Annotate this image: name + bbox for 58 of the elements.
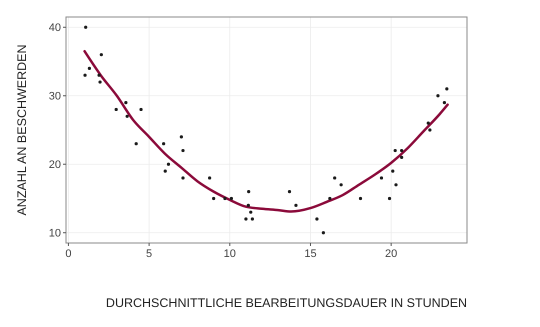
point bbox=[380, 176, 384, 180]
line-series bbox=[83, 50, 449, 213]
point bbox=[400, 148, 404, 152]
y-tick-label: 10 bbox=[48, 228, 61, 240]
point bbox=[124, 101, 128, 104]
point bbox=[388, 196, 392, 200]
point bbox=[230, 196, 233, 200]
point bbox=[322, 231, 325, 234]
point bbox=[445, 87, 448, 91]
point bbox=[88, 66, 91, 70]
point bbox=[98, 80, 102, 84]
point bbox=[83, 74, 87, 77]
point bbox=[315, 217, 319, 221]
point bbox=[164, 169, 167, 173]
point bbox=[114, 108, 118, 112]
point bbox=[249, 210, 252, 214]
point bbox=[400, 156, 404, 159]
point bbox=[333, 176, 336, 180]
point bbox=[247, 190, 250, 194]
x-tick-label: 5 bbox=[146, 248, 152, 260]
x-axis-title: DURCHSCHNITTLICHE BEARBEITUNGSDAUER IN STUNDEN bbox=[106, 296, 468, 310]
point bbox=[436, 94, 440, 98]
point bbox=[288, 190, 292, 194]
point bbox=[126, 114, 129, 118]
point bbox=[208, 176, 212, 180]
point bbox=[442, 101, 446, 104]
point bbox=[328, 196, 332, 200]
point bbox=[162, 142, 166, 146]
point bbox=[340, 183, 343, 186]
point bbox=[428, 128, 432, 132]
point bbox=[212, 196, 216, 200]
point bbox=[134, 142, 138, 146]
point bbox=[394, 148, 397, 152]
x-tick-label: 0 bbox=[65, 248, 72, 260]
point bbox=[391, 169, 394, 173]
point bbox=[180, 135, 183, 138]
point bbox=[100, 53, 103, 56]
point bbox=[139, 108, 143, 112]
x-tick-label: 20 bbox=[385, 248, 398, 260]
x-tick-label: 15 bbox=[304, 248, 317, 260]
point bbox=[181, 176, 185, 180]
y-tick-label: 20 bbox=[48, 159, 61, 172]
point bbox=[223, 196, 227, 200]
y-tick-label: 30 bbox=[48, 90, 61, 103]
point bbox=[97, 74, 101, 77]
point bbox=[181, 148, 185, 152]
point bbox=[246, 204, 250, 207]
point bbox=[244, 217, 248, 221]
y-tick-label: 40 bbox=[48, 22, 61, 34]
y-axis-title: ANZAHL AN BESCHWERDEN bbox=[15, 44, 29, 216]
point bbox=[166, 162, 170, 166]
point bbox=[394, 183, 398, 186]
x-tick-label: 10 bbox=[224, 248, 236, 260]
point bbox=[358, 196, 362, 200]
point bbox=[294, 204, 298, 207]
point bbox=[250, 217, 254, 221]
point bbox=[84, 26, 88, 29]
point bbox=[426, 122, 430, 125]
